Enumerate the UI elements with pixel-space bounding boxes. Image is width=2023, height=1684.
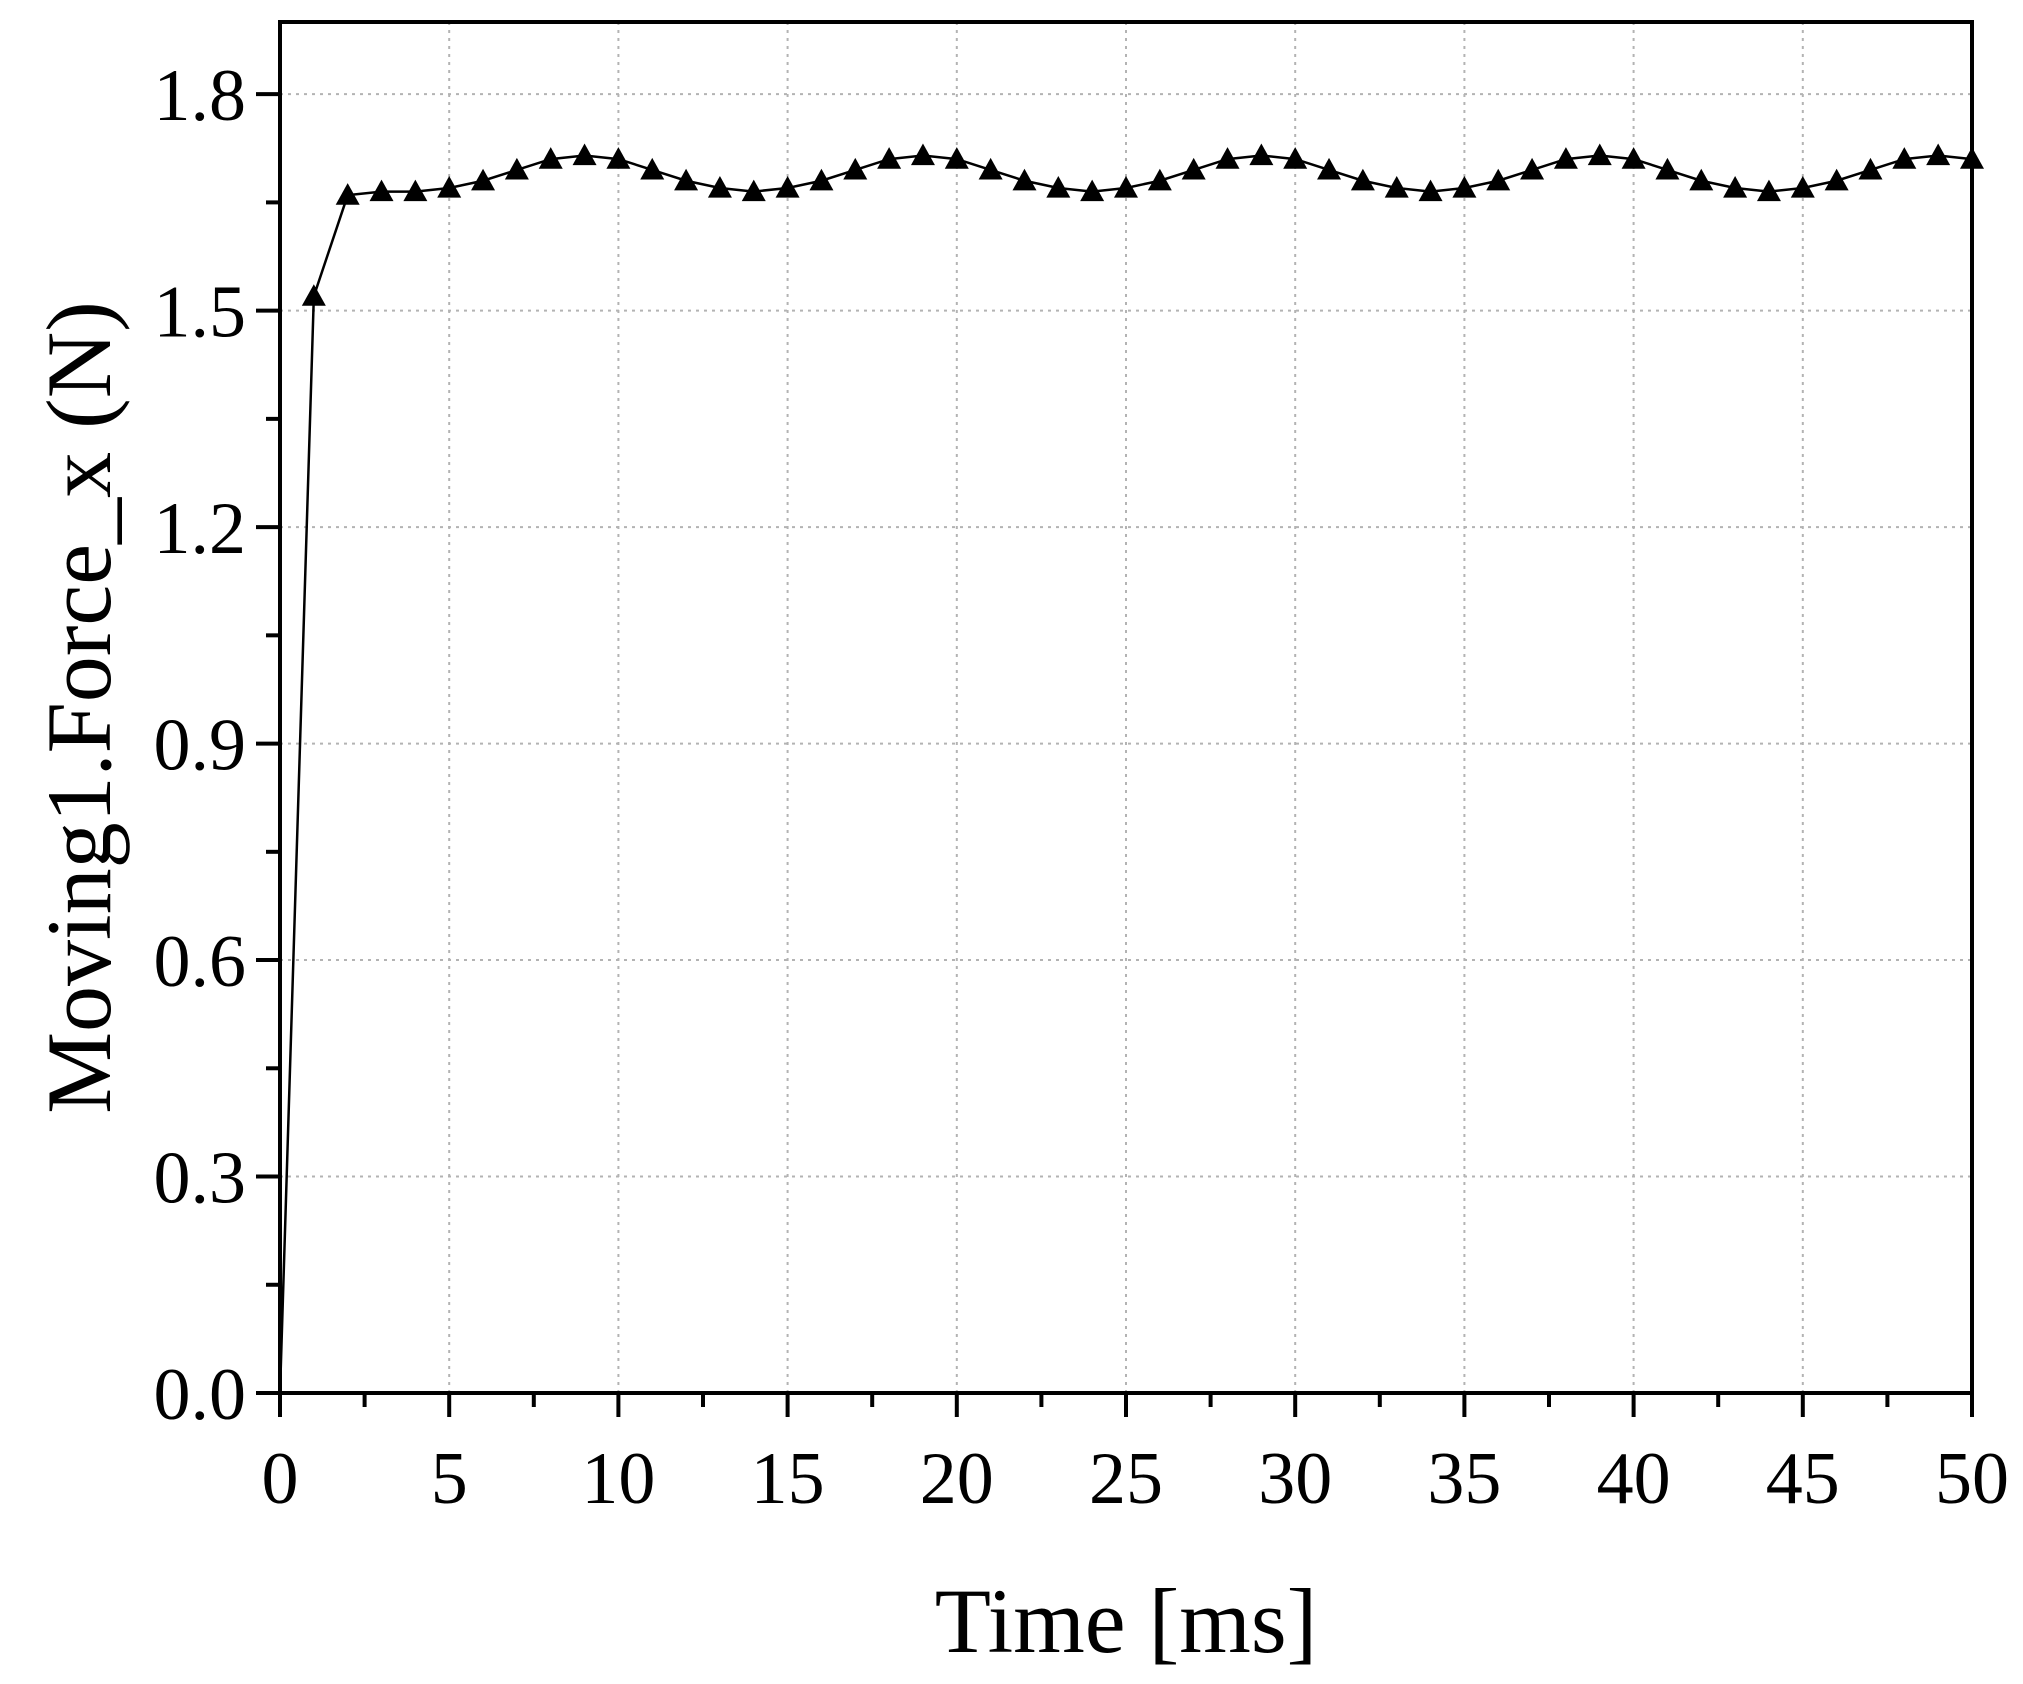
x-tick-label: 20 (920, 1438, 994, 1520)
data-point-marker (910, 143, 935, 166)
data-point-marker (1655, 157, 1680, 180)
y-tick-label: 1.5 (154, 272, 247, 354)
y-tick-label: 1.8 (154, 55, 247, 137)
y-axis-title: Moving1.Force_x (N) (28, 301, 130, 1114)
data-point-marker (1486, 168, 1511, 191)
y-axis-tick-labels: 0.0 0.3 0.6 0.9 1.2 1.5 1.8 (154, 55, 247, 1436)
data-point-marker (741, 179, 766, 202)
data-point-marker (1249, 143, 1274, 166)
data-point-marker (775, 175, 800, 198)
y-tick-label: 0.3 (154, 1138, 247, 1220)
data-point-marker (1181, 157, 1206, 180)
data-point-marker (1790, 175, 1815, 198)
series-layer (278, 143, 1984, 1394)
data-point-marker (1350, 168, 1375, 191)
data-point-marker (335, 183, 360, 205)
data-point-marker (1114, 175, 1138, 198)
data-point-marker (1892, 147, 1917, 169)
x-tick-label: 0 (262, 1438, 299, 1520)
data-point-marker (809, 168, 834, 191)
x-tick-label: 40 (1597, 1438, 1671, 1520)
x-tick-label: 30 (1258, 1438, 1332, 1520)
x-tick-label: 35 (1427, 1438, 1501, 1520)
y-tick-label: 0.0 (154, 1354, 247, 1436)
x-tick-label: 45 (1766, 1438, 1840, 1520)
data-point-marker (1587, 143, 1612, 166)
y-tick-label: 1.2 (154, 488, 247, 570)
y-tick-label: 0.9 (154, 705, 247, 787)
x-tick-label: 10 (581, 1438, 655, 1520)
data-point-marker (1046, 175, 1071, 198)
data-point-marker (1553, 147, 1578, 169)
data-point-marker (640, 157, 665, 180)
x-axis-title: Time [ms] (935, 1570, 1318, 1672)
data-point-marker (1689, 168, 1714, 191)
data-point-marker (1621, 147, 1646, 169)
y-tick-label: 0.6 (154, 921, 247, 1003)
data-point-marker (944, 147, 969, 169)
data-point-marker (877, 147, 902, 169)
data-point-marker (1452, 175, 1477, 198)
data-point-marker (1283, 147, 1308, 169)
plot-frame (278, 20, 1974, 1395)
data-point-marker (1080, 179, 1105, 202)
data-point-marker (1384, 175, 1409, 198)
data-point-marker (1723, 175, 1748, 198)
data-point-marker (843, 157, 868, 180)
data-point-marker (437, 175, 462, 198)
axis-ticks (256, 92, 1974, 1417)
x-tick-label: 50 (1935, 1438, 2009, 1520)
data-point-marker (471, 168, 496, 191)
data-point-marker (538, 147, 563, 169)
data-point-marker (1520, 157, 1545, 180)
data-point-marker (1215, 147, 1240, 169)
data-point-marker (1418, 179, 1443, 202)
data-point-marker (1824, 168, 1849, 191)
data-point-marker (1858, 157, 1883, 180)
data-point-marker (572, 143, 597, 166)
data-point-marker (1756, 179, 1781, 202)
data-point-marker (978, 157, 1003, 180)
data-point-marker (606, 147, 631, 169)
x-tick-label: 25 (1089, 1438, 1163, 1520)
series-markers (301, 143, 1984, 306)
x-tick-label: 5 (431, 1438, 468, 1520)
data-point-marker (707, 175, 732, 198)
x-tick-label: 15 (751, 1438, 825, 1520)
data-point-marker (674, 168, 699, 191)
data-point-marker (1317, 157, 1342, 180)
data-point-marker (403, 179, 428, 202)
x-axis-tick-labels: 0 5 10 15 20 25 30 35 40 45 50 (262, 1438, 2010, 1520)
data-point-marker (1147, 168, 1172, 191)
data-point-marker (1926, 143, 1951, 166)
data-point-marker (369, 179, 394, 202)
data-point-marker (301, 284, 326, 306)
data-point-marker (1012, 168, 1037, 191)
grid-layer (280, 22, 1972, 1393)
data-point-marker (504, 157, 529, 180)
